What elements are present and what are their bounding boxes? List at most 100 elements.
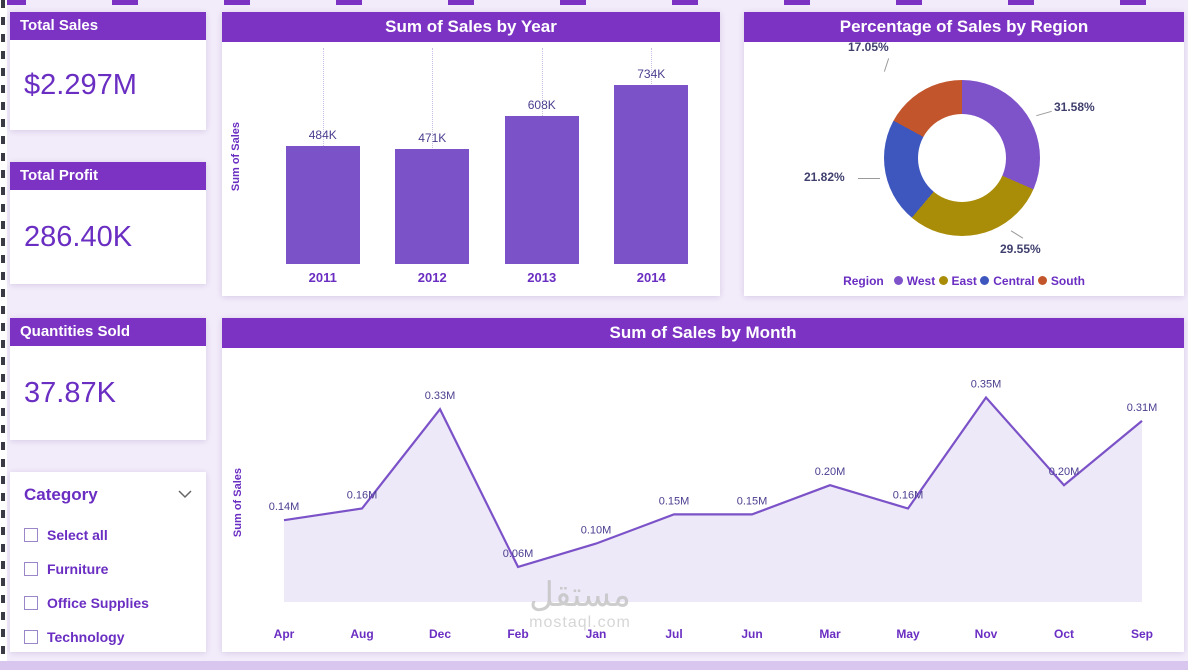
y-axis-label: Sum of Sales — [232, 468, 244, 538]
bar[interactable] — [504, 116, 579, 264]
legend-item[interactable]: Central — [980, 273, 1035, 288]
bar-value-label: 608K — [527, 98, 556, 112]
callout-line — [883, 58, 890, 72]
x-axis-tick: 2014 — [636, 270, 666, 285]
chart-title: Sum of Sales by Year — [222, 12, 720, 42]
slicer-option-label: Technology — [47, 629, 125, 645]
slicer-option-label: Furniture — [47, 561, 109, 577]
donut-chart[interactable] — [884, 80, 1040, 236]
bar-value-label: 471K — [418, 131, 447, 145]
point-value-label: 0.35M — [971, 379, 1002, 391]
legend-dot-icon — [980, 276, 990, 285]
x-axis-tick: Mar — [819, 627, 841, 641]
bar-column[interactable]: 471K 2012 — [384, 48, 480, 288]
legend-label: South — [1050, 273, 1085, 288]
point-value-label: 0.31M — [1127, 402, 1158, 414]
slicer-header: Category — [24, 484, 196, 506]
point-value-label: 0.16M — [347, 490, 378, 502]
bar-value-label: 484K — [308, 128, 337, 142]
line-chart[interactable]: 0.14M Apr 0.16M Aug 0.33M Dec 0.06M Feb 0.10M Jan… — [258, 354, 1168, 646]
legend-items: West East Central South — [893, 273, 1085, 289]
bar[interactable] — [614, 85, 689, 264]
point-value-label: 0.14M — [269, 501, 300, 513]
legend-label: Central — [993, 273, 1035, 288]
checkbox-icon[interactable] — [24, 528, 38, 542]
bar[interactable] — [395, 149, 470, 264]
point-value-label: 0.20M — [1049, 466, 1080, 478]
legend-item[interactable]: East — [938, 273, 977, 288]
donut-legend: Region West East Central South — [744, 274, 1184, 289]
x-axis-tick: Sep — [1131, 627, 1153, 641]
legend-title: Region — [843, 273, 884, 288]
kpi-value: $2.297M — [24, 68, 137, 101]
bar[interactable] — [285, 146, 360, 264]
y-axis-label: Sum of Sales — [230, 122, 242, 192]
kpi-title: Quantities Sold — [10, 318, 206, 346]
x-axis-tick: 2011 — [308, 270, 337, 285]
x-axis-tick: Nov — [975, 627, 998, 641]
kpi-title: Total Sales — [10, 12, 206, 40]
chart-title: Sum of Sales by Month — [222, 318, 1184, 348]
bar-column[interactable]: 734K 2014 — [603, 48, 699, 288]
legend-label: West — [906, 273, 936, 288]
donut-chart-panel: Percentage of Sales by Region 31.58% 29.… — [744, 12, 1184, 296]
checkbox-icon[interactable] — [24, 630, 38, 644]
bar-column[interactable]: 484K 2011 — [275, 48, 371, 288]
x-axis-tick: Jan — [586, 627, 607, 641]
slice-label-south: 17.05% — [848, 40, 889, 54]
top-edge-decoration — [0, 0, 1188, 5]
kpi-value: 286.40K — [24, 220, 133, 253]
slicer-options: Select all Furniture Office Supplies Techno… — [24, 518, 196, 654]
x-axis-tick: Jul — [665, 627, 682, 641]
legend-item[interactable]: South — [1037, 273, 1085, 288]
total-profit-card[interactable]: Total Profit 286.40K — [10, 162, 206, 284]
x-axis-tick: 2013 — [527, 270, 557, 285]
area-fill — [284, 397, 1142, 602]
point-value-label: 0.15M — [659, 495, 690, 507]
kpi-title: Total Profit — [10, 162, 206, 190]
slicer-option[interactable]: Furniture — [24, 552, 196, 586]
quantities-sold-card[interactable]: Quantities Sold 37.87K — [10, 318, 206, 440]
slicer-option-label: Office Supplies — [47, 595, 149, 611]
slicer-option[interactable]: Technology — [24, 620, 196, 654]
x-axis-tick: Apr — [274, 627, 295, 641]
bar-chart-panel: Sum of Sales by Year Sum of Sales 484K 20… — [222, 12, 720, 296]
callout-line — [1036, 110, 1052, 117]
bar-column[interactable]: 608K 2013 — [494, 48, 590, 288]
x-axis-tick: Feb — [507, 627, 528, 641]
x-axis-tick: Aug — [350, 627, 373, 641]
point-value-label: 0.06M — [503, 548, 534, 560]
chart-title: Percentage of Sales by Region — [744, 12, 1184, 42]
slicer-title: Category — [24, 485, 98, 504]
x-axis-tick: Oct — [1054, 627, 1074, 641]
x-axis-tick: Dec — [429, 627, 451, 641]
left-edge-decoration — [0, 0, 7, 670]
point-value-label: 0.16M — [893, 490, 924, 502]
slice-label-central: 21.82% — [804, 170, 845, 184]
line-series[interactable] — [283, 395, 1143, 569]
slicer-option-label: Select all — [47, 527, 108, 543]
total-sales-card[interactable]: Total Sales $2.297M — [10, 12, 206, 130]
legend-dot-icon — [893, 276, 903, 285]
point-value-label: 0.10M — [581, 525, 612, 537]
chevron-down-icon[interactable] — [174, 484, 196, 506]
legend-item[interactable]: West — [893, 273, 936, 288]
checkbox-icon[interactable] — [24, 562, 38, 576]
slice-label-west: 31.58% — [1054, 100, 1095, 114]
callout-line — [858, 178, 880, 179]
slicer-option[interactable]: Office Supplies — [24, 586, 196, 620]
category-slicer: Category Select all Furniture Office Suppl… — [10, 472, 206, 652]
point-value-label: 0.33M — [425, 390, 456, 402]
checkbox-icon[interactable] — [24, 596, 38, 610]
legend-dot-icon — [1037, 276, 1047, 285]
slicer-option[interactable]: Select all — [24, 518, 196, 552]
legend-label: East — [951, 273, 977, 288]
x-axis-tick: 2012 — [417, 270, 447, 285]
bottom-edge-decoration — [0, 661, 1188, 670]
point-value-label: 0.15M — [737, 495, 768, 507]
line-chart-panel: Sum of Sales by Month Sum of Sales 0.14M… — [222, 318, 1184, 652]
kpi-value: 37.87K — [24, 376, 116, 409]
bar-value-label: 734K — [637, 67, 666, 81]
callout-line — [1010, 230, 1024, 239]
